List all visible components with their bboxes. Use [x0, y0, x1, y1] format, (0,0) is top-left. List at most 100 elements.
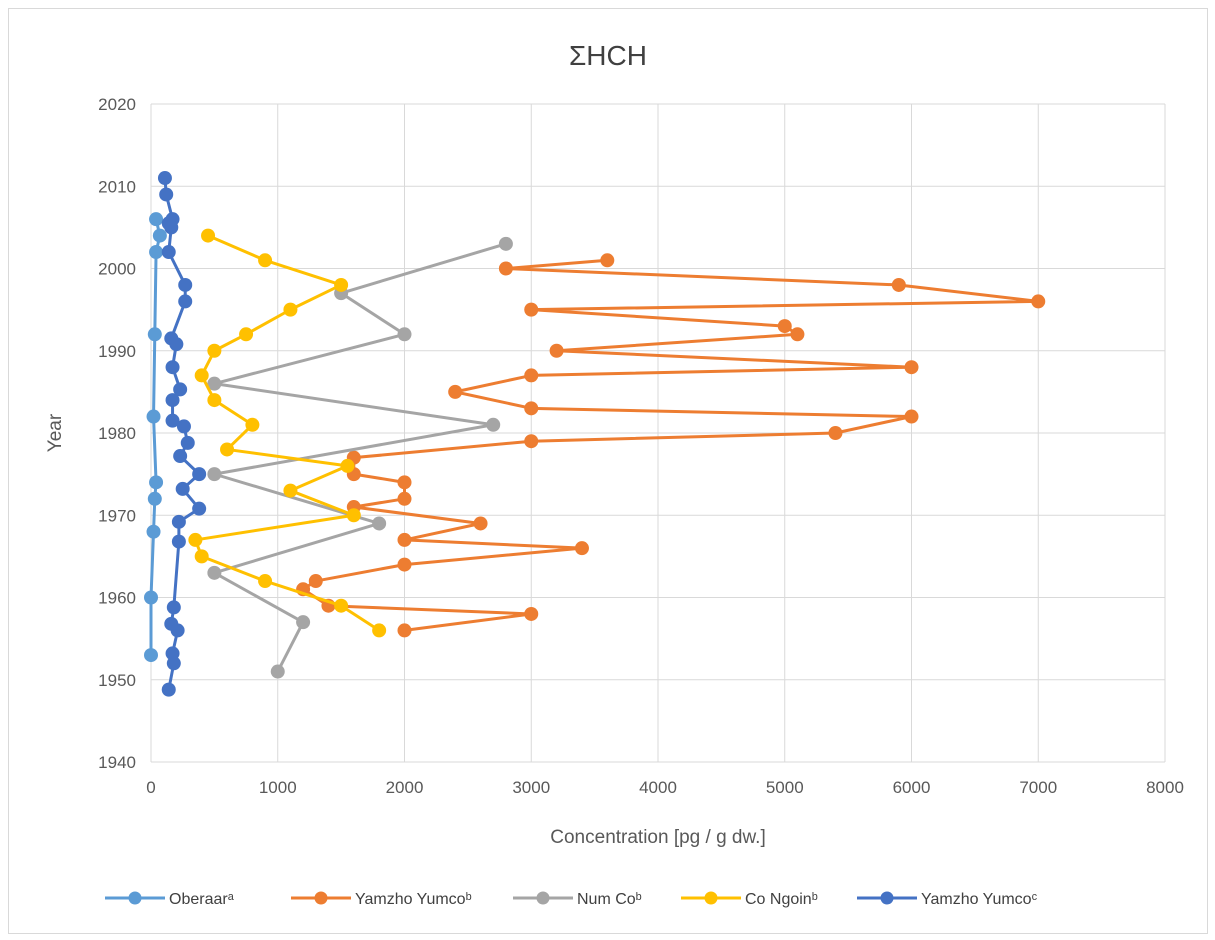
tick-labels: 0 1000 2000 3000 4000 5000 6000 7000 8000 1940 195… [98, 95, 1184, 797]
data-point [346, 508, 361, 523]
legend-item: Yamzho Yumcoᵇ [291, 891, 472, 908]
legend-label: Yamzho Yumcoᵇ [355, 891, 472, 908]
y-tick-label: 1990 [98, 342, 136, 361]
series-4 [188, 228, 387, 638]
chart-title: ΣHCH [569, 40, 647, 71]
data-point [258, 574, 273, 589]
data-point [891, 277, 906, 292]
data-point [207, 565, 222, 580]
data-point [549, 343, 564, 358]
legend-item: Co Ngoinᵇ [681, 891, 818, 908]
x-tick-label: 1000 [259, 778, 297, 797]
y-tick-label: 2000 [98, 260, 136, 279]
gridlines [150, 103, 1166, 763]
data-point [524, 606, 539, 621]
data-point [194, 368, 209, 383]
data-point [790, 327, 805, 342]
data-point [524, 434, 539, 449]
legend-marker [880, 891, 894, 905]
data-point [159, 187, 174, 202]
legend-marker [314, 891, 328, 905]
data-point [498, 261, 513, 276]
data-point [192, 467, 207, 482]
data-point [161, 245, 176, 260]
data-point [161, 682, 176, 697]
data-point [334, 277, 349, 292]
legend-label: Co Ngoinᵇ [745, 891, 818, 908]
data-point [192, 501, 207, 516]
x-tick-label: 4000 [639, 778, 677, 797]
data-point [473, 516, 488, 531]
x-tick-label: 5000 [766, 778, 804, 797]
legend-item: Oberaarᵃ [105, 891, 235, 908]
data-point [283, 483, 298, 498]
data-point [600, 253, 615, 268]
series-line [193, 234, 380, 632]
legend: Oberaarᵃ Yamzho Yumcoᵇ Num Coᵇ Co Ngoinᵇ Yam… [105, 891, 1038, 908]
data-point [144, 648, 158, 663]
data-point [178, 294, 193, 309]
legend-marker [704, 891, 718, 905]
data-point [165, 360, 180, 375]
data-point [207, 376, 222, 391]
data-point [147, 327, 162, 342]
series-line [212, 242, 507, 673]
data-point [397, 623, 412, 638]
y-tick-label: 2010 [98, 177, 136, 196]
x-tick-label: 7000 [1019, 778, 1057, 797]
data-point [524, 401, 539, 416]
series-1 [144, 212, 167, 663]
data-point [207, 393, 222, 408]
y-tick-label: 2020 [98, 95, 136, 114]
series-layer [144, 171, 1046, 697]
y-tick-label: 1970 [98, 506, 136, 525]
x-tick-label: 0 [146, 778, 155, 797]
data-point [144, 590, 158, 605]
series-2 [296, 253, 1046, 638]
legend-label: Num Coᵇ [577, 891, 642, 908]
data-point [245, 417, 260, 432]
data-point [777, 319, 792, 334]
data-point [308, 574, 323, 589]
data-point [372, 516, 387, 531]
data-point [574, 541, 589, 556]
series-line [149, 218, 162, 656]
x-axis-title: Concentration [pg / g dw.] [550, 827, 765, 848]
data-point [397, 327, 412, 342]
y-tick-label: 1940 [98, 753, 136, 772]
data-point [524, 302, 539, 317]
legend-marker [128, 891, 142, 905]
data-point [334, 598, 349, 613]
data-point [397, 557, 412, 572]
data-point [188, 532, 203, 547]
data-point [524, 368, 539, 383]
data-point [146, 409, 161, 424]
data-point [152, 228, 167, 243]
chart-frame [8, 8, 1208, 934]
data-point [270, 664, 285, 679]
data-point [173, 449, 188, 464]
data-point [239, 327, 254, 342]
data-point [904, 360, 919, 375]
data-point [146, 524, 161, 539]
data-point [296, 615, 311, 630]
data-point [372, 623, 387, 638]
data-point [397, 491, 412, 506]
y-tick-label: 1950 [98, 671, 136, 690]
y-axis-title: Year [45, 413, 66, 452]
data-point [828, 426, 843, 440]
data-point [171, 534, 186, 549]
data-point [498, 236, 513, 251]
data-point [170, 623, 185, 638]
data-point [194, 549, 209, 564]
y-tick-label: 1980 [98, 424, 136, 443]
legend-label: Yamzho Yumcoᶜ [921, 891, 1038, 908]
series-3 [207, 236, 513, 679]
x-tick-label: 6000 [893, 778, 931, 797]
data-point [149, 212, 164, 227]
data-point [207, 343, 222, 358]
data-point [397, 475, 412, 490]
data-point [180, 435, 195, 450]
data-point [149, 475, 164, 490]
